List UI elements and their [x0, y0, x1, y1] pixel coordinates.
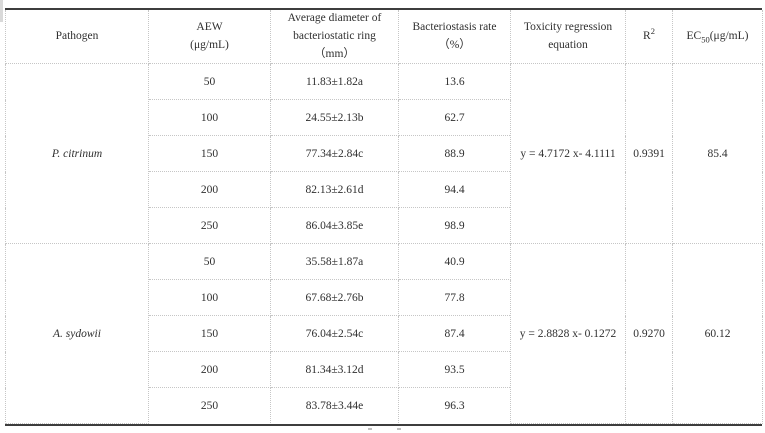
r2-cell: 0.9270 — [625, 243, 673, 424]
col-header-aew: AEW (μg/mL) — [148, 10, 271, 65]
rate-cell: 98.9 — [398, 207, 511, 245]
antibacterial-results-table: Pathogen AEW (μg/mL) Average diameter of… — [5, 10, 763, 424]
ec50-base: EC — [686, 29, 702, 42]
equation-cell: y = 4.7172 x- 4.1111 — [510, 63, 626, 245]
pathogen-cell: A. sydowii — [5, 243, 149, 424]
diameter-cell: 82.13±2.61d — [270, 171, 399, 209]
results-table-frame: Pathogen AEW (μg/mL) Average diameter of… — [5, 8, 763, 426]
table-row: 250 83.78±3.44e 96.3 — [6, 387, 763, 424]
ec50-cell: 60.12 — [672, 243, 763, 424]
aew-cell: 250 — [148, 387, 271, 424]
rate-cell: 96.3 — [398, 387, 511, 424]
col-header-diameter: Average diameter of bacteriostatic ring … — [270, 10, 399, 65]
header-unit: （mm） — [314, 47, 355, 60]
rate-cell: 13.6 — [398, 63, 511, 101]
diameter-cell: 35.58±1.87a — [270, 243, 399, 281]
rate-cell: 93.5 — [398, 351, 511, 389]
header-unit: (μg/mL) — [190, 38, 229, 51]
diameter-cell: 81.34±3.12d — [270, 351, 399, 389]
table-row: A. sydowii 50 35.58±1.87a 40.9 y = 2.882… — [5, 243, 763, 424]
rate-cell: 40.9 — [398, 243, 511, 281]
aew-cell: 150 — [148, 135, 271, 173]
header-unit: （%） — [438, 38, 471, 51]
aew-cell: 200 — [148, 171, 271, 209]
header-label: Bacteriostasis rate — [412, 20, 497, 33]
diameter-cell: 11.83±1.82a — [270, 63, 399, 101]
ec50-cell: 85.4 — [672, 63, 763, 245]
header-label: AEW — [196, 20, 223, 33]
aew-cell: 100 — [148, 279, 271, 317]
header-label: Pathogen — [55, 29, 99, 42]
table-row: 100 24.55±2.13b 62.7 — [6, 99, 763, 137]
aew-cell: 200 — [148, 351, 271, 389]
pathogen-cell: P. citrinum — [5, 63, 149, 245]
r2-superscript: 2 — [650, 25, 655, 36]
r2-base: R — [643, 29, 651, 42]
col-header-r2: R2 — [625, 10, 673, 65]
header-label: bacteriostatic ring — [293, 29, 376, 42]
cropped-caption-artifact — [368, 428, 372, 430]
table-row: P. citrinum 50 11.83±1.82a 13.6 y = 4.71… — [5, 63, 763, 245]
rate-cell: 94.4 — [398, 171, 511, 209]
diameter-cell: 24.55±2.13b — [270, 99, 399, 137]
rate-cell: 87.4 — [398, 315, 511, 353]
aew-cell: 250 — [148, 207, 271, 245]
header-label: equation — [548, 38, 588, 51]
diameter-cell: 83.78±3.44e — [270, 387, 399, 424]
col-header-pathogen: Pathogen — [5, 10, 149, 65]
r2-cell: 0.9391 — [625, 63, 673, 245]
table-row: 100 67.68±2.76b 77.8 — [6, 279, 763, 317]
table-row: 150 76.04±2.54c 87.4 — [6, 315, 763, 353]
ec50-subscript: 50 — [701, 34, 710, 45]
table-row: 200 81.34±3.12d 93.5 — [6, 351, 763, 389]
rate-cell: 88.9 — [398, 135, 511, 173]
rate-cell: 77.8 — [398, 279, 511, 317]
aew-cell: 100 — [148, 99, 271, 137]
diameter-cell: 86.04±3.85e — [270, 207, 399, 245]
header-label: Average diameter of — [287, 12, 382, 24]
diameter-cell: 67.68±2.76b — [270, 279, 399, 317]
table-row: 200 82.13±2.61d 94.4 — [6, 171, 763, 209]
col-header-ec50: EC50(μg/mL) — [672, 10, 763, 65]
col-header-rate: Bacteriostasis rate （%） — [398, 10, 511, 65]
aew-cell: 50 — [148, 243, 271, 281]
col-header-toxicity: Toxicity regression equation — [510, 10, 626, 65]
diameter-cell: 77.34±2.84c — [270, 135, 399, 173]
header-row: Pathogen AEW (μg/mL) Average diameter of… — [5, 10, 763, 65]
rate-cell: 62.7 — [398, 99, 511, 137]
ec50-unit: (μg/mL) — [709, 29, 749, 42]
table-row: 250 86.04±3.85e 98.9 — [6, 207, 763, 245]
aew-cell: 150 — [148, 315, 271, 353]
table-row: 150 77.34±2.84c 88.9 — [6, 135, 763, 173]
header-label: Toxicity regression — [523, 20, 613, 33]
aew-cell: 50 — [148, 63, 271, 101]
diameter-cell: 76.04±2.54c — [270, 315, 399, 353]
equation-cell: y = 2.8828 x- 0.1272 — [510, 243, 626, 424]
screenshot-edge-artifact — [0, 0, 3, 22]
cropped-caption-artifact — [397, 428, 401, 430]
